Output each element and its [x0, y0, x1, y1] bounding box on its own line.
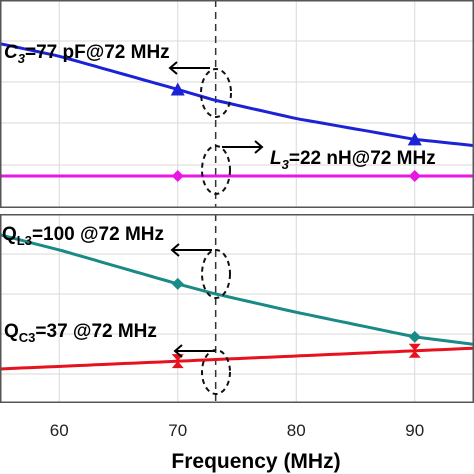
series-line: [0, 42, 474, 148]
x-tick-label: 70: [168, 421, 187, 440]
annotation-arrow-head: [170, 243, 180, 257]
x-tick-label: 80: [287, 421, 306, 440]
x-tick-label: 60: [50, 421, 69, 440]
series-marker: [171, 277, 184, 290]
x-axis-label: Frequency (MHz): [171, 450, 340, 473]
annotation-arrow-head: [168, 61, 178, 75]
annotation-ellipse: [201, 249, 231, 299]
annotation-label: C3=77 pF@72 MHz: [4, 42, 170, 66]
annotation-label: L3=22 nH@72 MHz: [270, 148, 436, 172]
annotation-ellipse: [201, 145, 231, 195]
top-panel: C3=77 pF@72 MHz L3=22 nH@72 MHz: [0, 0, 474, 208]
series-marker: [408, 343, 421, 358]
annotation-label: QL3=100 @72 MHz: [2, 224, 164, 248]
series-marker: [170, 82, 185, 96]
annotation-label: QC3=37 @72 MHz: [4, 321, 157, 345]
annotation-arrow-head: [173, 344, 183, 358]
panel-frame: [0, 0, 474, 208]
x-ticks: 60 70 80 90: [50, 421, 424, 440]
series-marker: [171, 354, 184, 369]
series-line: [0, 346, 474, 371]
series-marker: [408, 330, 421, 343]
annotation-ellipse: [201, 349, 231, 395]
series-marker: [407, 132, 422, 146]
plot-background: [0, 214, 474, 403]
bottom-panel: QL3=100 @72 MHz QC3=37 @72 MHz: [0, 214, 474, 403]
series-marker: [408, 170, 421, 182]
annotation-ellipse: [200, 68, 232, 118]
series-marker: [171, 170, 184, 182]
panel-frame: [0, 214, 474, 403]
series-line: [0, 233, 474, 346]
annotation-arrow-head: [254, 140, 264, 154]
x-tick-label: 90: [405, 421, 424, 440]
